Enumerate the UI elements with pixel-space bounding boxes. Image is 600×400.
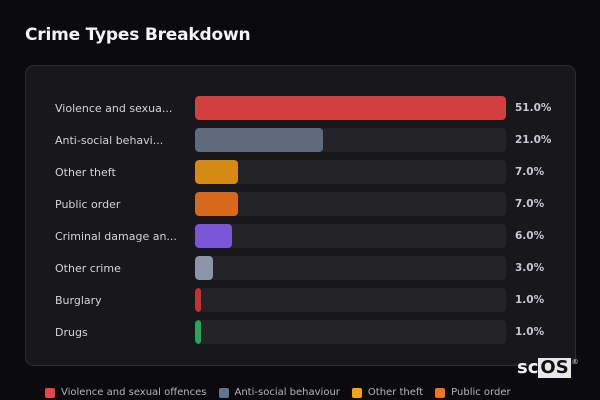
bar-fill[interactable]: [195, 128, 324, 152]
bar-fill[interactable]: [195, 256, 214, 280]
legend-label: Other theft: [367, 387, 424, 398]
registered-icon: ®: [571, 358, 579, 366]
bar-row: Criminal damage an... 6.0%: [26, 224, 575, 248]
bar-fill[interactable]: [195, 224, 232, 248]
bar-track: [195, 96, 506, 120]
bar-fill[interactable]: [195, 192, 238, 216]
bar-track: [195, 224, 506, 248]
watermark-os: OS: [538, 357, 571, 378]
bar-label: Burglary: [55, 293, 102, 307]
bar-row: Other crime 3.0%: [26, 256, 575, 280]
chart-legend: Violence and sexual offences Anti-social …: [45, 387, 511, 398]
bar-label: Violence and sexua...: [55, 101, 173, 115]
bar-fill[interactable]: [195, 96, 506, 120]
legend-label: Public order: [451, 387, 511, 398]
bar-fill[interactable]: [195, 160, 238, 184]
bar-value: 7.0%: [515, 166, 545, 178]
watermark-logo: sc OS ®: [517, 358, 579, 378]
legend-swatch-icon: [45, 387, 55, 398]
bar-track: [195, 128, 506, 152]
bar-row: Anti-social behavi... 21.0%: [26, 128, 575, 152]
legend-swatch-icon: [435, 387, 446, 398]
bar-track: [195, 256, 506, 280]
bar-label: Other theft: [55, 165, 116, 179]
legend-label: Anti-social behaviour: [234, 387, 340, 398]
bar-label: Anti-social behavi...: [55, 133, 164, 147]
bar-value: 1.0%: [515, 326, 545, 338]
legend-item[interactable]: Violence and sexual offences: [45, 387, 207, 398]
bar-track: [195, 320, 506, 344]
bar-value: 6.0%: [515, 230, 545, 242]
chart-title: Crime Types Breakdown: [25, 25, 251, 45]
bar-value: 7.0%: [515, 198, 545, 210]
legend-swatch-icon: [351, 387, 362, 398]
legend-label: Violence and sexual offences: [61, 387, 207, 398]
bar-row: Violence and sexua... 51.0%: [26, 96, 575, 120]
bar-row: Drugs 1.0%: [26, 320, 575, 344]
bar-track: [195, 192, 506, 216]
legend-item[interactable]: Public order: [435, 387, 511, 398]
bar-track: [195, 160, 506, 184]
legend-item[interactable]: Anti-social behaviour: [218, 387, 340, 398]
bar-label: Other crime: [55, 261, 121, 275]
bar-row: Burglary 1.0%: [26, 288, 575, 312]
bar-value: 21.0%: [515, 134, 552, 146]
bar-value: 51.0%: [515, 102, 552, 114]
bar-label: Criminal damage an...: [55, 229, 177, 243]
bar-label: Public order: [55, 197, 121, 211]
bar-label: Drugs: [55, 325, 88, 339]
bar-row: Public order 7.0%: [26, 192, 575, 216]
bar-fill[interactable]: [195, 288, 202, 312]
bar-value: 3.0%: [515, 262, 545, 274]
bar-row: Other theft 7.0%: [26, 160, 575, 184]
bar-fill[interactable]: [195, 320, 202, 344]
bar-track: [195, 288, 506, 312]
legend-swatch-icon: [218, 387, 229, 398]
chart-panel: Violence and sexua... 51.0% Anti-social be…: [25, 65, 576, 366]
watermark-sc: sc: [517, 357, 539, 378]
bar-value: 1.0%: [515, 294, 545, 306]
legend-item[interactable]: Other theft: [351, 387, 424, 398]
